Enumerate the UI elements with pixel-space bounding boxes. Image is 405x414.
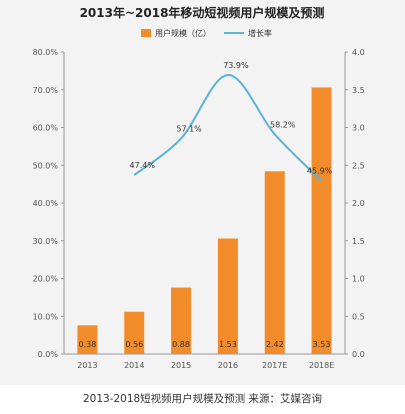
right-axis-tick-label: 4.0: [352, 48, 365, 57]
bar: [264, 171, 285, 354]
left-axis-tick-label: 20.0%: [33, 275, 59, 284]
x-axis-tick-label: 2017E: [262, 361, 287, 370]
growth-rate-label: 73.9%: [223, 61, 249, 70]
chart-frame: 2013年~2018年移动短视频用户规模及预测用户规模（亿） 增长率 0.0% 10.…: [0, 0, 405, 385]
left-axis-tick-label: 60.0%: [33, 124, 59, 133]
bar-value-label: 3.53: [313, 340, 331, 349]
right-axis-tick-label: 3.0: [352, 124, 365, 133]
bar-value-label: 1.53: [219, 340, 237, 349]
bar: [217, 238, 238, 354]
growth-rate-label: 57.1%: [176, 124, 202, 133]
chart-caption: 2013-2018短视频用户规模及预测 来源：艾媒咨询: [0, 386, 405, 414]
right-axis-tick-label: 3.5: [352, 86, 365, 95]
right-axis-tick-label: 2.0: [352, 199, 365, 208]
left-axis-tick-label: 80.0%: [33, 48, 59, 57]
left-axis-tick-label: 40.0%: [33, 199, 59, 208]
growth-rate-line: [133, 74, 323, 182]
growth-rate-label: 58.2%: [270, 120, 296, 129]
left-axis-tick-label: 70.0%: [33, 86, 59, 95]
x-axis-tick-label: 2013: [77, 361, 97, 370]
legend-label-line: 增长率: [248, 28, 272, 38]
growth-rate-label: 45.9%: [307, 167, 333, 176]
right-axis-tick-label: 0.0: [352, 350, 365, 359]
legend-swatch-bar: [141, 29, 151, 37]
bar: [124, 311, 145, 354]
left-axis-tick-label: 30.0%: [33, 237, 59, 246]
bar: [311, 87, 332, 355]
x-axis-tick-label: 2015: [171, 361, 191, 370]
x-axis-tick-label: 2018E: [309, 361, 334, 370]
bar-value-label: 2.42: [266, 340, 284, 349]
right-axis-tick-label: 1.5: [352, 237, 365, 246]
bar-value-label: 0.56: [125, 340, 143, 349]
right-axis-tick-label: 0.5: [352, 312, 365, 321]
left-axis-tick-label: 0.0%: [38, 350, 59, 359]
bar: [171, 287, 192, 354]
x-axis-tick-label: 2016: [218, 361, 238, 370]
left-axis-tick-label: 10.0%: [33, 312, 59, 321]
chart-title: 2013年~2018年移动短视频用户规模及预测: [80, 5, 325, 20]
bar: [77, 325, 98, 354]
bar-value-label: 0.88: [172, 340, 190, 349]
right-axis-tick-label: 2.5: [352, 161, 365, 170]
x-axis-tick-label: 2014: [124, 361, 144, 370]
growth-rate-label: 47.4%: [130, 161, 156, 170]
right-axis-tick-label: 1.0: [352, 275, 365, 284]
left-axis-tick-label: 50.0%: [33, 161, 59, 170]
legend-label-bar: 用户规模（亿）: [155, 28, 211, 38]
bar-value-label: 0.38: [79, 340, 97, 349]
